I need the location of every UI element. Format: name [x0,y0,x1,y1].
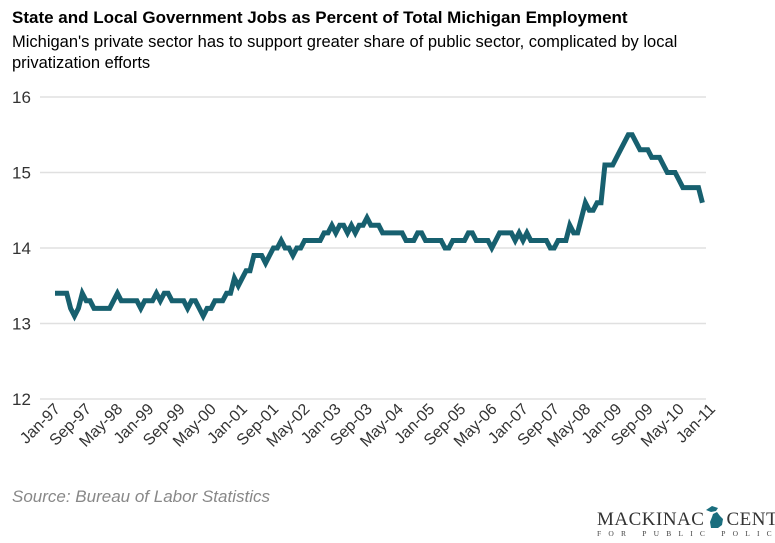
chart-subtitle: Michigan's private sector has to support… [12,33,678,72]
y-tick-label: 16 [12,88,31,107]
y-tick-label: 15 [12,164,31,183]
y-tick-label: 12 [12,390,31,409]
source-note: Source: Bureau of Labor Statistics [12,487,270,506]
y-tick-label: 14 [12,239,31,258]
michigan-map-icon [706,506,724,528]
y-tick-label: 13 [12,315,31,334]
chart-title: State and Local Government Jobs as Perce… [12,8,628,27]
mackinac-center-logo: MACKINACCENTER FOR PUBLIC POLICY [597,505,775,538]
